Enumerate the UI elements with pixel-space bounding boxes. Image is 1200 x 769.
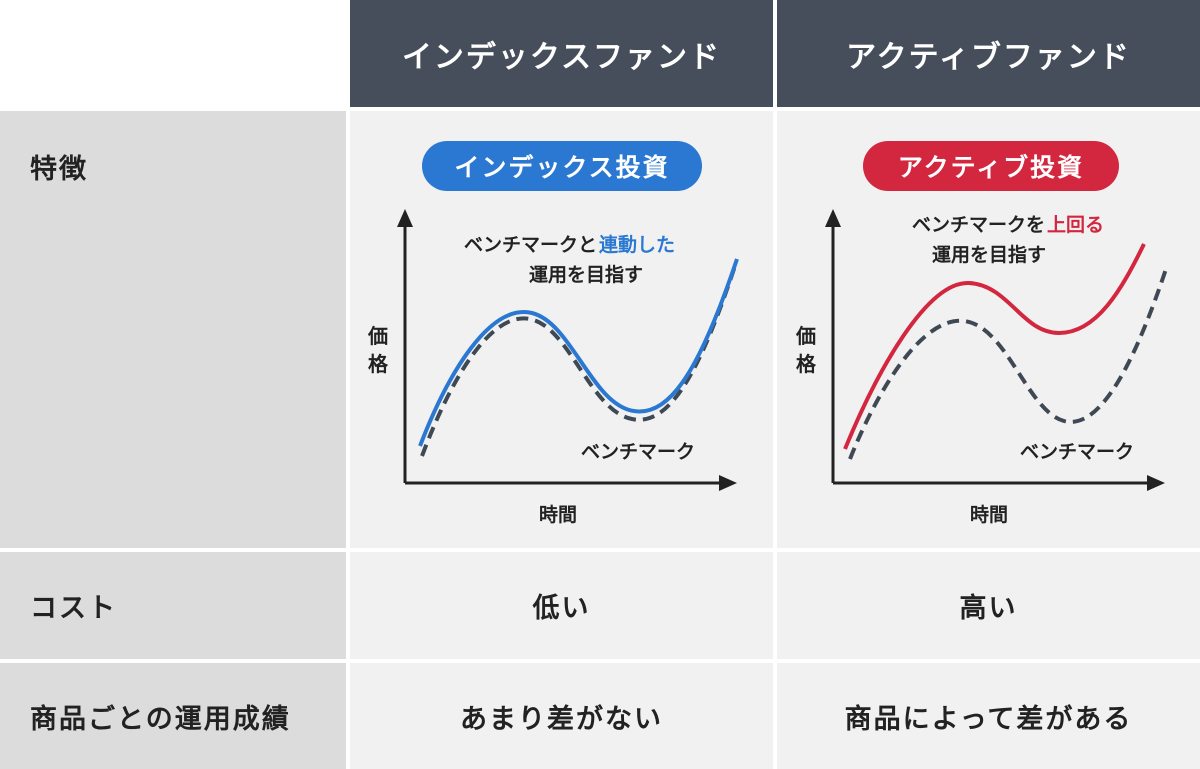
active-feature-cell: アクティブ投資 ベンチマークを 上回る 運用を目指す 価 格 時間 ベンチマーク [777,111,1200,548]
index-caption-line2: 運用を目指す [529,264,643,286]
active-cost-value: 高い [777,552,1200,659]
index-y-axis-label-2: 格 [368,352,389,376]
row-label-performance: 商品ごとの運用成績 [0,663,346,769]
index-fund-line [418,258,739,447]
index-benchmark-line [420,265,737,457]
index-benchmark-label: ベンチマーク [581,441,695,463]
active-y-axis-label-2: 格 [796,352,817,376]
index-investment-pill: インデックス投資 [422,141,702,191]
index-y-axis-arrow [397,209,413,227]
active-investment-pill: アクティブ投資 [863,141,1119,191]
active-x-axis-arrow [1147,475,1165,491]
header-index-fund: インデックスファンド [350,0,773,107]
active-x-axis-label: 時間 [970,504,1008,526]
active-y-axis-arrow [825,209,841,227]
index-caption-prefix: ベンチマークと [464,234,597,256]
index-chart: ベンチマークと 連動した 運用を目指す 価 格 時間 ベンチマーク [367,209,739,526]
active-chart: ベンチマークを 上回る 運用を目指す 価 格 時間 ベンチマーク [795,209,1169,526]
active-y-axis-label-1: 価 [795,324,816,348]
active-caption-prefix: ベンチマークを [912,214,1045,236]
index-cost-value: 低い [350,552,773,659]
table-corner [0,0,346,107]
active-performance-value: 商品によって差がある [777,663,1200,769]
row-label-feature: 特徴 [0,111,346,548]
index-performance-value: あまり差がない [350,663,773,769]
active-benchmark-label: ベンチマーク [1020,441,1134,463]
index-feature-cell: インデックス投資 ベンチマークと 連動した 運用を目指す 価 格 時間 ベンチマ… [350,111,773,548]
active-caption-highlight: 上回る [1047,214,1104,236]
active-fund-line [843,243,1146,450]
active-benchmark-line [848,265,1169,460]
index-x-axis-label: 時間 [539,504,577,526]
index-y-axis-label-1: 価 [367,324,388,348]
index-caption-highlight: 連動した [599,233,675,256]
index-x-axis-arrow [719,475,737,491]
row-label-cost: コスト [0,552,346,659]
active-caption-line2: 運用を目指す [932,244,1046,266]
header-active-fund: アクティブファンド [777,0,1200,107]
